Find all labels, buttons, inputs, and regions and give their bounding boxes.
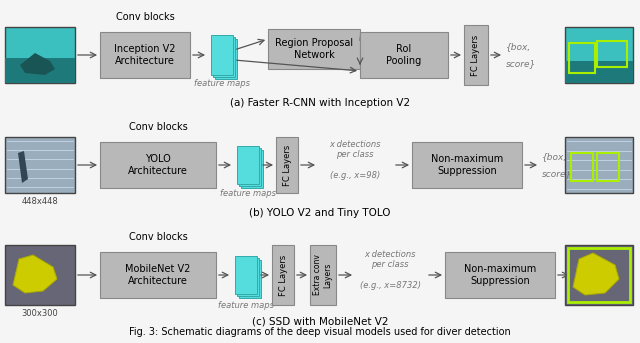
Text: score}: score} <box>542 169 572 178</box>
Text: (e.g., x=8732): (e.g., x=8732) <box>360 281 420 290</box>
FancyBboxPatch shape <box>237 258 259 296</box>
Text: (c) SSD with MobileNet V2: (c) SSD with MobileNet V2 <box>252 316 388 326</box>
Text: 300x300: 300x300 <box>22 309 58 318</box>
FancyBboxPatch shape <box>239 148 261 186</box>
Polygon shape <box>573 253 619 295</box>
Text: Conv blocks: Conv blocks <box>129 232 188 242</box>
Text: MobileNet V2
Architecture: MobileNet V2 Architecture <box>125 264 191 286</box>
Text: 448x448: 448x448 <box>22 197 58 206</box>
FancyBboxPatch shape <box>565 61 633 83</box>
Bar <box>597 41 627 67</box>
Text: FC Layers: FC Layers <box>278 255 287 296</box>
FancyBboxPatch shape <box>213 37 235 77</box>
FancyBboxPatch shape <box>5 245 75 305</box>
Text: feature maps: feature maps <box>218 301 274 310</box>
Text: Conv blocks: Conv blocks <box>129 122 188 132</box>
FancyBboxPatch shape <box>237 146 259 184</box>
Text: Region Proposal
Network: Region Proposal Network <box>275 38 353 60</box>
Bar <box>571 153 593 181</box>
Text: score}: score} <box>574 279 604 288</box>
Text: (b) YOLO V2 and Tiny TOLO: (b) YOLO V2 and Tiny TOLO <box>249 208 391 218</box>
FancyBboxPatch shape <box>100 252 216 298</box>
Text: {box,: {box, <box>542 152 567 161</box>
Polygon shape <box>13 255 57 293</box>
FancyBboxPatch shape <box>239 260 261 298</box>
FancyBboxPatch shape <box>241 150 263 188</box>
Bar <box>597 153 619 181</box>
FancyBboxPatch shape <box>5 58 75 83</box>
FancyBboxPatch shape <box>5 27 75 83</box>
FancyBboxPatch shape <box>268 29 360 69</box>
FancyBboxPatch shape <box>412 142 522 188</box>
Text: (e.g., x=98): (e.g., x=98) <box>330 171 380 180</box>
Bar <box>569 43 595 73</box>
Text: {box,: {box, <box>506 42 531 51</box>
FancyBboxPatch shape <box>100 32 190 78</box>
FancyBboxPatch shape <box>100 142 216 188</box>
Text: Non-maximum
Suppression: Non-maximum Suppression <box>431 154 503 176</box>
Polygon shape <box>20 53 55 75</box>
FancyBboxPatch shape <box>215 39 237 79</box>
FancyBboxPatch shape <box>310 245 336 305</box>
FancyBboxPatch shape <box>445 252 555 298</box>
Text: x detections
per class: x detections per class <box>329 140 381 159</box>
Polygon shape <box>18 151 28 183</box>
Text: Non-maximum
Suppression: Non-maximum Suppression <box>464 264 536 286</box>
Text: {box,: {box, <box>574 262 599 271</box>
Text: FC Layers: FC Layers <box>282 144 291 186</box>
FancyBboxPatch shape <box>5 137 75 193</box>
Text: feature maps: feature maps <box>220 189 276 198</box>
Bar <box>568 248 630 302</box>
Text: (a) Faster R-CNN with Inception V2: (a) Faster R-CNN with Inception V2 <box>230 98 410 108</box>
Text: RoI
Pooling: RoI Pooling <box>387 44 422 66</box>
FancyBboxPatch shape <box>565 137 633 193</box>
FancyBboxPatch shape <box>565 245 633 305</box>
FancyBboxPatch shape <box>211 35 233 75</box>
Text: Fig. 3: Schematic diagrams of the deep visual models used for diver detection: Fig. 3: Schematic diagrams of the deep v… <box>129 327 511 337</box>
Text: YOLO
Architecture: YOLO Architecture <box>128 154 188 176</box>
Text: x detections
per class: x detections per class <box>364 250 416 269</box>
FancyBboxPatch shape <box>272 245 294 305</box>
Text: score}: score} <box>506 59 536 68</box>
FancyBboxPatch shape <box>276 137 298 193</box>
Text: proposals: proposals <box>358 32 399 41</box>
FancyBboxPatch shape <box>235 256 257 294</box>
Text: Conv blocks: Conv blocks <box>116 12 174 22</box>
Text: feature maps: feature maps <box>194 79 250 88</box>
FancyBboxPatch shape <box>360 32 448 78</box>
Text: FC Layers: FC Layers <box>472 34 481 75</box>
Text: Inception V2
Architecture: Inception V2 Architecture <box>115 44 176 66</box>
FancyBboxPatch shape <box>565 27 633 83</box>
FancyBboxPatch shape <box>464 25 488 85</box>
Text: Extra conv
Layers: Extra conv Layers <box>314 255 333 295</box>
